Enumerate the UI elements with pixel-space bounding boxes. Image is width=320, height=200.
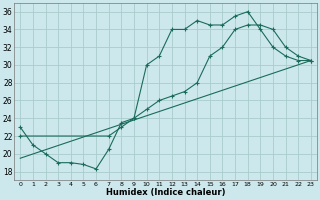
X-axis label: Humidex (Indice chaleur): Humidex (Indice chaleur) [106,188,225,197]
